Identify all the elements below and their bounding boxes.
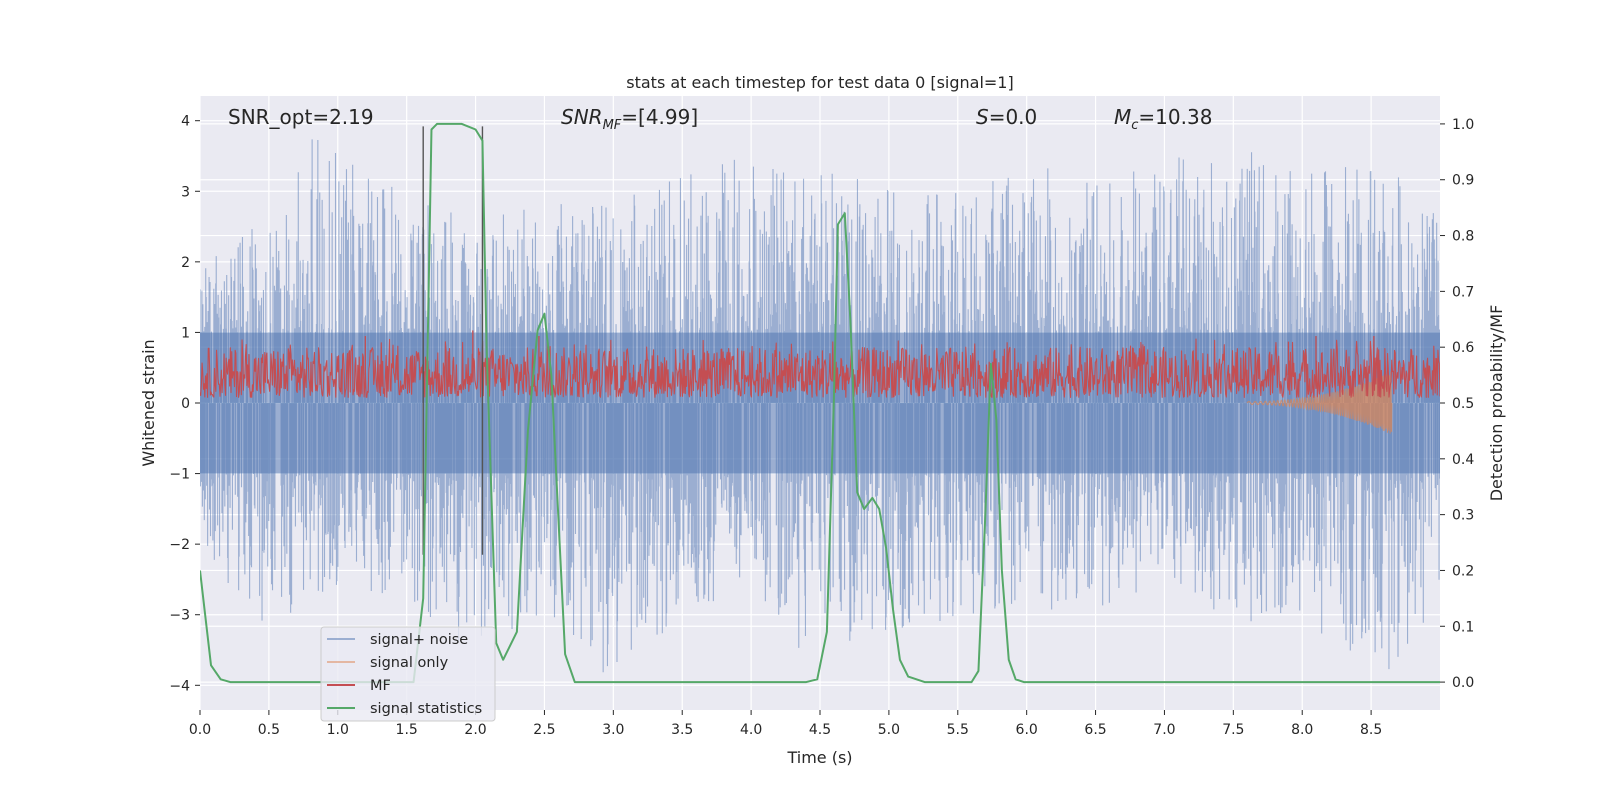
right-y-tick-label: 0.5 bbox=[1452, 396, 1474, 412]
left-y-axis-ticks: −4 −3 −2 −1 0 1 2 3 4 bbox=[169, 114, 200, 694]
mf-series bbox=[200, 330, 1440, 398]
right-y-tick-label: 0.4 bbox=[1452, 452, 1474, 468]
left-y-tick-label: −4 bbox=[169, 678, 190, 694]
right-y-tick-label: 0.6 bbox=[1452, 340, 1474, 356]
annotation-snr-mf-value: =[4.99] bbox=[621, 105, 698, 129]
annotation-s-value: =0.0 bbox=[989, 105, 1038, 129]
legend-label-signal-only: signal only bbox=[370, 655, 449, 671]
right-y-tick-label: 0.7 bbox=[1452, 284, 1474, 300]
right-y-tick-label: 0.0 bbox=[1452, 675, 1474, 691]
x-axis-ticks: 0.0 0.5 1.0 1.5 2.0 2.5 3.0 3.5 4.0 4.5 5.0 5.5 6.0 6… bbox=[189, 710, 1382, 738]
annotation-mc-value: =10.38 bbox=[1138, 105, 1212, 129]
annotation-mc-main: M bbox=[1114, 105, 1131, 129]
x-tick-label: 7.5 bbox=[1222, 722, 1244, 738]
x-tick-label: 1.5 bbox=[396, 722, 418, 738]
x-tick-label: 0.5 bbox=[258, 722, 280, 738]
mf-trace bbox=[200, 338, 1440, 398]
left-y-axis-label: Whitened strain bbox=[139, 339, 158, 466]
x-tick-label: 8.0 bbox=[1291, 722, 1313, 738]
annotation-mc: Mc=10.38 bbox=[1114, 105, 1212, 133]
annotation-s-main: S bbox=[976, 105, 989, 129]
x-tick-label: 0.0 bbox=[189, 722, 211, 738]
chart-title: stats at each timestep for test data 0 [… bbox=[626, 73, 1013, 92]
x-tick-label: 6.5 bbox=[1084, 722, 1106, 738]
right-y-tick-label: 0.1 bbox=[1452, 619, 1474, 635]
x-axis-label: Time (s) bbox=[786, 748, 852, 767]
x-tick-label: 2.5 bbox=[533, 722, 555, 738]
annotation-snr-mf-subscript: MF bbox=[603, 118, 622, 133]
legend-label-signal-statistics: signal statistics bbox=[370, 701, 482, 717]
right-y-tick-label: 0.8 bbox=[1452, 229, 1474, 245]
x-tick-label: 3.0 bbox=[602, 722, 624, 738]
right-y-tick-label: 1.0 bbox=[1452, 117, 1474, 133]
annotation-snr-opt: SNR_opt=2.19 bbox=[228, 105, 374, 129]
x-tick-label: 5.5 bbox=[947, 722, 969, 738]
left-y-tick-label: −1 bbox=[169, 467, 190, 483]
right-y-tick-label: 0.2 bbox=[1452, 563, 1474, 579]
x-tick-label: 6.0 bbox=[1016, 722, 1038, 738]
left-y-tick-label: 4 bbox=[181, 114, 190, 130]
signal-only-trace bbox=[1246, 371, 1393, 434]
legend-label-mf: MF bbox=[370, 678, 391, 694]
legend: signal+ noise signal only MF signal stat… bbox=[320, 626, 496, 722]
signal-noise-series bbox=[200, 139, 1440, 673]
annotation-snr-mf-main: SNR bbox=[561, 105, 603, 129]
x-tick-label: 2.0 bbox=[464, 722, 486, 738]
legend-box bbox=[320, 626, 496, 722]
left-y-tick-label: 1 bbox=[181, 325, 190, 341]
x-tick-label: 4.5 bbox=[809, 722, 831, 738]
left-y-tick-label: −2 bbox=[169, 537, 190, 553]
left-y-tick-label: 2 bbox=[181, 255, 190, 271]
vertical-markers bbox=[422, 126, 484, 555]
right-y-tick-label: 0.9 bbox=[1452, 173, 1474, 189]
left-y-tick-label: −3 bbox=[169, 608, 190, 624]
x-tick-label: 4.0 bbox=[740, 722, 762, 738]
annotation-snr-mf: SNRMF=[4.99] bbox=[561, 105, 698, 133]
right-y-axis-ticks: 0.0 0.1 0.2 0.3 0.4 0.5 0.6 0.7 0.8 0.9 1.0 bbox=[1440, 117, 1474, 691]
x-tick-label: 8.5 bbox=[1360, 722, 1382, 738]
right-y-tick-label: 0.3 bbox=[1452, 508, 1474, 524]
left-y-tick-label: 0 bbox=[181, 396, 190, 412]
legend-label-signal-noise: signal+ noise bbox=[370, 632, 468, 648]
annotation-s: S=0.0 bbox=[976, 105, 1037, 129]
signal-statistics-series bbox=[200, 122, 1440, 684]
left-y-tick-label: 3 bbox=[181, 184, 190, 200]
x-tick-label: 5.0 bbox=[878, 722, 900, 738]
right-y-axis-label: Detection probability/MF bbox=[1487, 305, 1506, 502]
x-tick-label: 1.0 bbox=[327, 722, 349, 738]
signal-only-series bbox=[1246, 371, 1393, 434]
signal-statistics-line bbox=[200, 122, 1440, 684]
x-tick-label: 3.5 bbox=[671, 722, 693, 738]
annotation-mc-subscript: c bbox=[1131, 118, 1138, 133]
x-tick-label: 7.0 bbox=[1153, 722, 1175, 738]
